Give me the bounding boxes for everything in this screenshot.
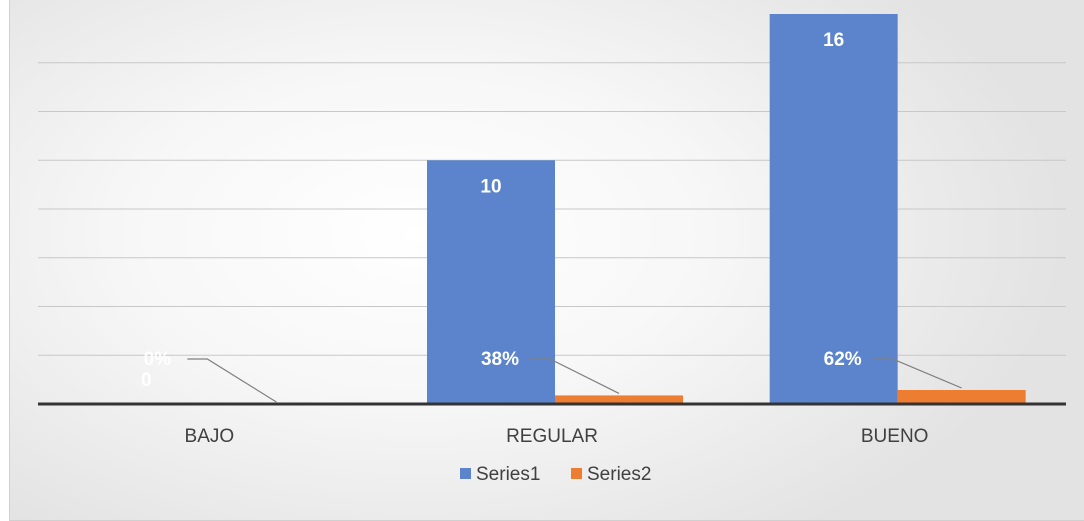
leader-lines bbox=[187, 358, 962, 403]
data-label-series1-bueno: 16 bbox=[823, 30, 844, 51]
bar-series2-regular bbox=[555, 395, 683, 404]
data-label-series2-regular: 38% bbox=[481, 349, 519, 370]
legend: Series1 Series2 bbox=[460, 464, 651, 485]
data-label-series2-bueno: 62% bbox=[824, 349, 862, 370]
data-label-series1-bajo: 0 bbox=[141, 370, 152, 391]
legend-swatch-series2 bbox=[571, 468, 582, 479]
chart-area: 0 0% 10 38% 16 62% BAJO REGULAR BUENO Series1 Se… bbox=[9, 0, 1084, 521]
data-labels: 00% 10 38% 16 62% bbox=[141, 30, 862, 391]
x-tick-label-bajo: BAJO bbox=[185, 426, 235, 447]
data-label-series2-bajo: 0% bbox=[144, 349, 172, 370]
leader-line-bajo bbox=[187, 358, 277, 403]
bar-series1-regular bbox=[427, 160, 555, 404]
bar-series1-bueno bbox=[769, 14, 898, 404]
x-tick-label-bueno: BUENO bbox=[861, 426, 929, 447]
leader-line-regular bbox=[530, 358, 620, 394]
legend-label-series2: Series2 bbox=[587, 464, 651, 485]
legend-label-series1: Series1 bbox=[476, 464, 540, 485]
leader-line-bueno bbox=[872, 358, 962, 389]
x-tick-label-regular: REGULAR bbox=[506, 426, 598, 447]
bars bbox=[427, 14, 1026, 404]
data-label-series1-regular: 10 bbox=[480, 176, 501, 197]
x-axis: BAJO REGULAR BUENO bbox=[38, 402, 1066, 447]
legend-swatch-series1 bbox=[460, 468, 471, 479]
bar-series2-bueno bbox=[897, 390, 1026, 404]
